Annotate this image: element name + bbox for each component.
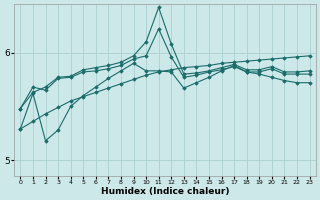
X-axis label: Humidex (Indice chaleur): Humidex (Indice chaleur) — [101, 187, 229, 196]
